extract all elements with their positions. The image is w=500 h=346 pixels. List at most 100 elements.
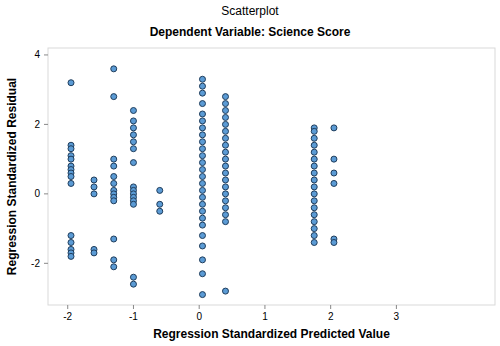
point (222, 170, 228, 176)
point (311, 128, 317, 134)
point (311, 198, 317, 204)
x-tick-label: 2 (328, 311, 334, 322)
x-tick-label: -2 (63, 311, 72, 322)
point (311, 163, 317, 169)
point (199, 243, 205, 249)
point (199, 194, 205, 200)
point (199, 111, 205, 117)
point (130, 146, 136, 152)
point (222, 114, 228, 120)
point (331, 156, 337, 162)
point (311, 149, 317, 155)
point (68, 174, 74, 180)
point (111, 236, 117, 242)
point (68, 253, 74, 259)
point (199, 160, 205, 166)
x-tick-label: 0 (196, 311, 202, 322)
x-tick (133, 305, 134, 309)
point (199, 83, 205, 89)
point (222, 212, 228, 218)
point (111, 174, 117, 180)
x-tick-label: -1 (129, 311, 138, 322)
point (222, 191, 228, 197)
point (111, 264, 117, 270)
x-axis-title: Regression Standardized Predicted Value (153, 327, 390, 341)
point (68, 233, 74, 239)
point (222, 128, 228, 134)
point (130, 139, 136, 145)
y-tick (44, 263, 48, 264)
point (222, 108, 228, 114)
point (111, 257, 117, 263)
point (157, 201, 163, 207)
point (130, 108, 136, 114)
x-tick-label: 1 (262, 311, 268, 322)
point (311, 205, 317, 211)
point (199, 76, 205, 82)
point (199, 153, 205, 159)
x-tick (67, 305, 68, 309)
y-tick (44, 124, 48, 125)
x-tick (199, 305, 200, 309)
chart: ScatterplotDependent Variable: Science S… (0, 0, 500, 346)
point (311, 135, 317, 141)
point (199, 146, 205, 152)
point (199, 208, 205, 214)
point (199, 233, 205, 239)
point (199, 90, 205, 96)
point (222, 121, 228, 127)
point (68, 156, 74, 162)
point (130, 125, 136, 131)
point (111, 66, 117, 72)
point (311, 226, 317, 232)
point (222, 156, 228, 162)
point (111, 180, 117, 186)
point (222, 149, 228, 155)
point (311, 233, 317, 239)
point (157, 208, 163, 214)
point (68, 239, 74, 245)
point (111, 156, 117, 162)
plot-frame (48, 48, 495, 305)
y-tick-label: -2 (31, 258, 40, 269)
point (311, 156, 317, 162)
point (331, 239, 337, 245)
point (111, 198, 117, 204)
point (199, 118, 205, 124)
point (199, 180, 205, 186)
point (157, 187, 163, 193)
point (130, 160, 136, 166)
point (91, 184, 97, 190)
point (199, 222, 205, 228)
point (311, 142, 317, 148)
point (222, 101, 228, 107)
y-axis-title: Regression Standardized Residual (5, 78, 19, 275)
point (331, 125, 337, 131)
point (311, 219, 317, 225)
y-tick (44, 193, 48, 194)
y-tick-label: 2 (34, 119, 40, 130)
point (311, 212, 317, 218)
point (199, 101, 205, 107)
point (222, 198, 228, 204)
point (130, 201, 136, 207)
point (331, 170, 337, 176)
point (311, 239, 317, 245)
y-tick-label: 0 (34, 188, 40, 199)
point (130, 274, 136, 280)
point (222, 135, 228, 141)
point (199, 271, 205, 277)
point (199, 187, 205, 193)
title: Scatterplot (221, 4, 279, 18)
point (130, 132, 136, 138)
point (199, 139, 205, 145)
point (130, 118, 136, 124)
x-tick (264, 305, 265, 309)
point (68, 180, 74, 186)
x-tick-label: 3 (394, 311, 400, 322)
x-tick (330, 305, 331, 309)
point (311, 177, 317, 183)
point (311, 184, 317, 190)
point (111, 163, 117, 169)
point (222, 142, 228, 148)
